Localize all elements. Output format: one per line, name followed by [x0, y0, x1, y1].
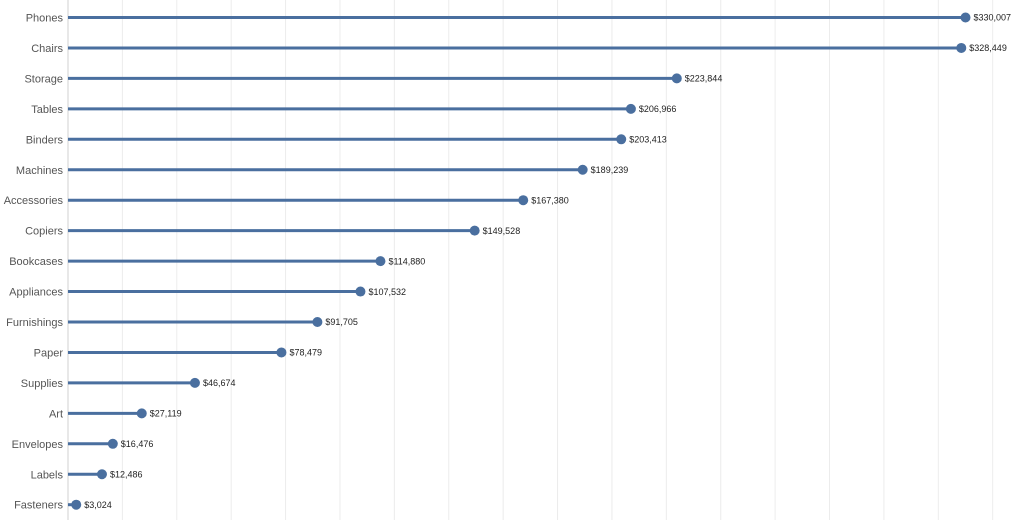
- lollipop-dot: [956, 42, 967, 53]
- category-label: Chairs: [31, 43, 63, 55]
- category-label: Tables: [31, 104, 63, 116]
- category-label: Art: [49, 408, 63, 420]
- data-label: $12,486: [110, 469, 143, 479]
- data-label: $78,479: [289, 348, 322, 358]
- lollipop-dot: [96, 469, 107, 480]
- lollipop-dot: [312, 317, 323, 327]
- category-label: Fasteners: [14, 500, 63, 512]
- lollipop-dot: [71, 499, 82, 510]
- data-label: $330,007: [974, 13, 1012, 23]
- data-label: $3,024: [84, 500, 112, 510]
- category-label: Storage: [24, 73, 63, 85]
- category-label: Copiers: [25, 226, 63, 238]
- data-label: $167,380: [531, 195, 569, 205]
- lollipop-dot: [469, 225, 480, 236]
- data-label: $206,966: [639, 104, 677, 114]
- lollipop-dot: [276, 347, 287, 358]
- lollipop-dot: [616, 134, 627, 145]
- data-label: $189,239: [591, 165, 629, 175]
- category-label: Paper: [34, 347, 64, 359]
- data-label: $107,532: [368, 287, 406, 297]
- category-label: Appliances: [9, 287, 63, 299]
- data-label: $16,476: [121, 439, 154, 449]
- data-label: $46,674: [203, 378, 236, 388]
- category-label: Accessories: [4, 195, 64, 207]
- lollipop-dot: [625, 103, 636, 114]
- gridlines: [121, 0, 994, 520]
- lollipop-dot: [960, 12, 971, 23]
- lollipop-dot: [671, 73, 682, 84]
- category-label: Machines: [16, 165, 64, 177]
- category-label: Labels: [31, 469, 64, 481]
- category-labels: Phones Chairs Storage Tables Binders Machines…: [4, 13, 64, 512]
- category-label: Binders: [26, 134, 64, 146]
- lollipop-dot: [189, 377, 200, 388]
- plot-area: $330,007 $328,449 $223,844 $206,966 $203,413…: [68, 12, 1012, 510]
- lollipop-dot: [136, 408, 147, 419]
- lollipop-dot: [107, 438, 118, 449]
- category-label: Furnishings: [6, 317, 63, 329]
- data-label: $91,705: [325, 317, 358, 327]
- category-label: Supplies: [21, 378, 64, 390]
- lollipop-dot: [375, 256, 386, 267]
- lollipop-dot: [355, 286, 366, 297]
- data-label: $149,528: [483, 226, 521, 236]
- lollipop-dot: [518, 195, 529, 206]
- data-label: $223,844: [685, 74, 723, 84]
- lollipop-dot: [577, 164, 588, 175]
- category-label: Bookcases: [9, 256, 63, 268]
- category-label: Phones: [26, 13, 64, 25]
- data-label: $203,413: [629, 135, 667, 145]
- data-label: $114,880: [388, 256, 425, 266]
- category-label: Envelopes: [12, 439, 64, 451]
- data-label: $27,119: [150, 409, 182, 419]
- data-label: $328,449: [969, 43, 1007, 53]
